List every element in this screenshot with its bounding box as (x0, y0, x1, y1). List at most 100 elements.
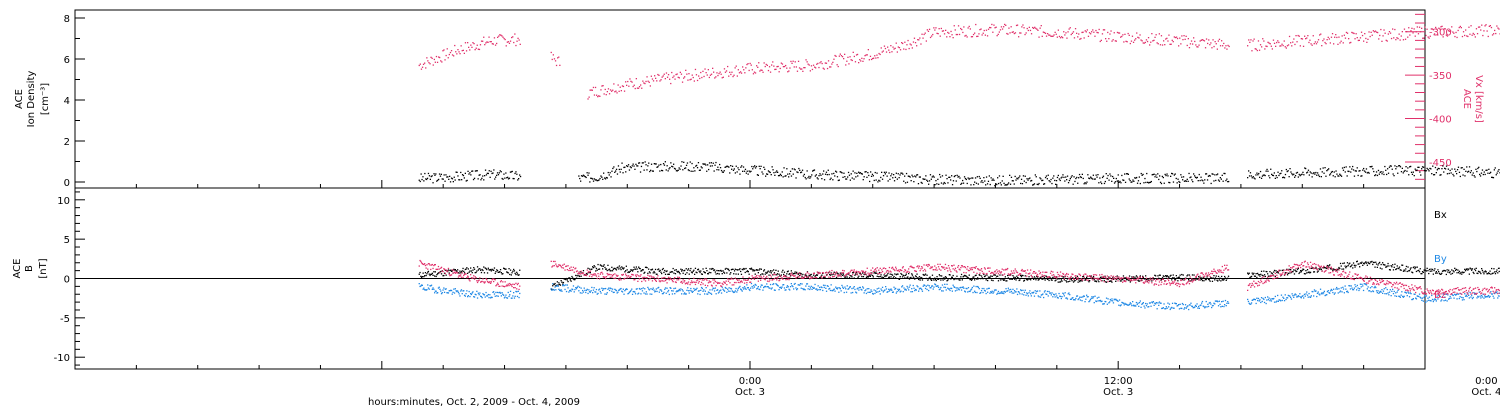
vx-point (422, 67, 423, 68)
bx-point (1446, 274, 1447, 275)
density-point (433, 173, 434, 174)
bx-point (782, 270, 783, 271)
density-point (619, 169, 620, 170)
bx-point (604, 267, 605, 268)
bx-point (806, 275, 807, 276)
bx-point (432, 273, 433, 274)
bx-point (1497, 272, 1498, 273)
density-point (789, 173, 790, 174)
bx-point (468, 268, 469, 269)
bx-point (1038, 279, 1039, 280)
density-point (509, 178, 510, 179)
vx-point (1107, 32, 1108, 33)
density-point (610, 176, 611, 177)
vx-point (802, 71, 803, 72)
density-point (1479, 174, 1480, 175)
density-point (679, 167, 680, 168)
bx-point (1305, 273, 1306, 274)
vx-point (704, 68, 705, 69)
bx-point (1349, 263, 1350, 264)
vx-point (1447, 35, 1448, 36)
vx-point (1261, 46, 1262, 47)
density-point (435, 173, 436, 174)
vx-point (751, 65, 752, 66)
vx-point (953, 37, 954, 38)
vx-point (1347, 33, 1348, 34)
bx-point (837, 273, 838, 274)
density-point (862, 173, 863, 174)
vx-point (975, 24, 976, 25)
bx-point (563, 282, 564, 283)
density-point (967, 183, 968, 184)
by-point (440, 290, 441, 291)
vx-point (636, 78, 637, 79)
vx-point (1133, 42, 1134, 43)
vx-point (887, 47, 888, 48)
density-point (1266, 171, 1267, 172)
vx-point (487, 42, 488, 43)
bx-point (1044, 277, 1045, 278)
vx-point (1302, 38, 1303, 39)
vx-point (1338, 37, 1339, 38)
by-point (579, 287, 580, 288)
density-point (421, 179, 422, 180)
density-point (736, 166, 737, 167)
bx-point (511, 274, 512, 275)
density-point (890, 175, 891, 176)
bx-point (1414, 268, 1415, 269)
density-point (891, 173, 892, 174)
bx-point (470, 267, 471, 268)
vx-point (1128, 33, 1129, 34)
vx-point (767, 65, 768, 66)
vx-point (797, 71, 798, 72)
bx-point (602, 268, 603, 269)
bx-point (1362, 265, 1363, 266)
vx-point (691, 79, 692, 80)
vx-point (1101, 40, 1102, 41)
bx-point (1015, 279, 1016, 280)
bx-point (1371, 261, 1372, 262)
density-point (600, 175, 601, 176)
vx-point (1296, 41, 1297, 42)
vx-point (1084, 37, 1085, 38)
density-point (1111, 181, 1112, 182)
density-point (1482, 169, 1483, 170)
bx-point (425, 272, 426, 273)
by-point (591, 287, 592, 288)
bx-point (490, 269, 491, 270)
density-point (1325, 176, 1326, 177)
density-point (902, 174, 903, 175)
bx-point (1459, 271, 1460, 272)
bx-point (730, 272, 731, 273)
density-point (1015, 179, 1016, 180)
vx-point (1222, 45, 1223, 46)
vx-point (596, 95, 597, 96)
bx-point (933, 278, 934, 279)
bx-point (1000, 279, 1001, 280)
vx-point (1183, 35, 1184, 36)
bx-point (1391, 266, 1392, 267)
vx-point (1188, 38, 1189, 39)
bx-point (509, 274, 510, 275)
bx-point (1261, 271, 1262, 272)
density-point (1019, 175, 1020, 176)
by-point (566, 291, 567, 292)
vx-point (672, 77, 673, 78)
density-point (519, 174, 520, 175)
bx-point (1306, 272, 1307, 273)
vx-point (1272, 48, 1273, 49)
bx-point (817, 275, 818, 276)
vx-point (1047, 33, 1048, 34)
bx-point (508, 268, 509, 269)
bx-point (1398, 268, 1399, 269)
density-point (1462, 167, 1463, 168)
density-point (1159, 175, 1160, 176)
vx-point (1491, 27, 1492, 28)
bx-point (682, 269, 683, 270)
density-point (819, 173, 820, 174)
density-point (920, 176, 921, 177)
vx-point (464, 53, 465, 54)
bx-point (942, 278, 943, 279)
bx-point (1215, 277, 1216, 278)
density-point (1086, 182, 1087, 183)
